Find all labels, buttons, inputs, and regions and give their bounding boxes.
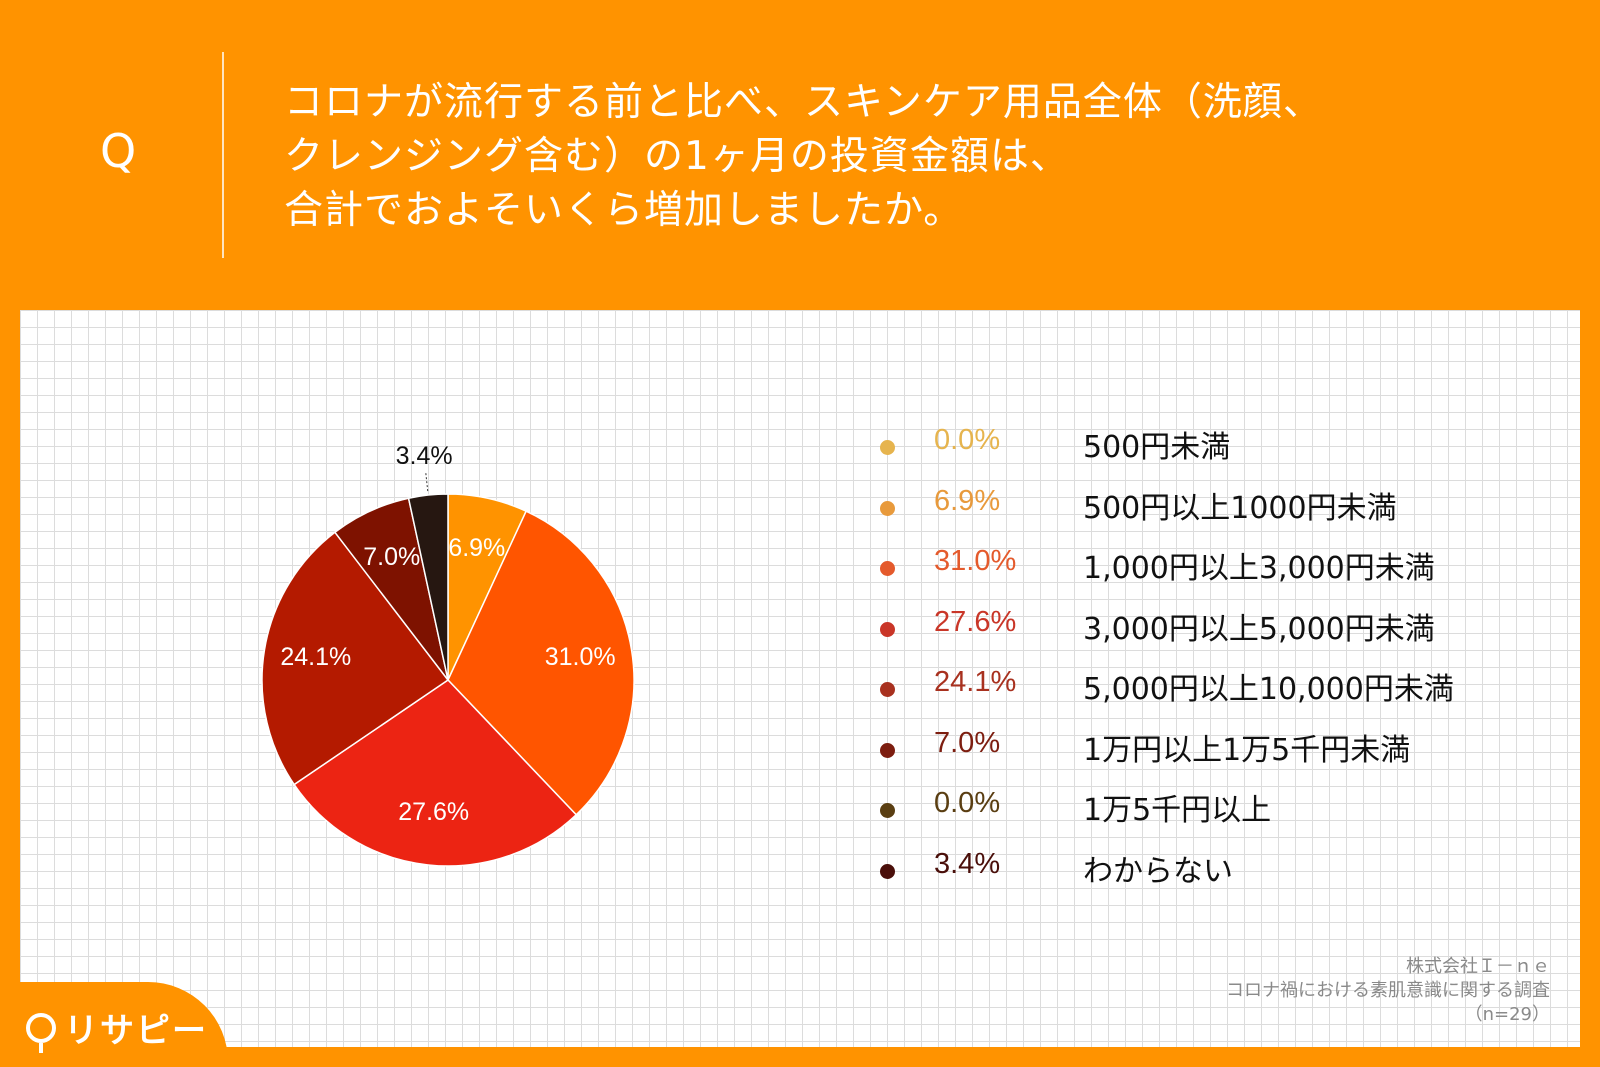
legend-item-5: 7.0% 1万円以上1万5千円未満: [868, 723, 1508, 784]
legend-item-2: 31.0% 1,000円以上3,000円未満: [868, 541, 1508, 602]
question-line-1: コロナが流行する前と比べ、スキンケア用品全体（洗顔、: [284, 80, 1323, 125]
brand-logo: リサピー: [26, 1003, 208, 1053]
legend-label-6: 1万5千円以上: [1083, 793, 1272, 828]
legend-percent-2: 31.0%: [934, 545, 1017, 577]
pie-data-label-5: 7.0%: [363, 543, 420, 571]
question-marker: Q: [100, 124, 137, 178]
legend-item-4: 24.1% 5,000円以上10,000円未満: [868, 662, 1508, 723]
pie-data-label-7: 3.4%: [396, 442, 453, 470]
logo-text: リサピー: [64, 1011, 208, 1051]
legend-percent-3: 27.6%: [934, 605, 1017, 638]
legend-label-0: 500円未満: [1083, 430, 1231, 465]
source-company: 株式会社Ｉ－ｎｅ: [1406, 956, 1550, 977]
pie-slice-4: [261, 531, 450, 786]
legend-item-1: 6.9% 500円以上1000円未満: [868, 481, 1508, 542]
pie-slice-2: [447, 510, 635, 816]
legend-marker-0: [880, 440, 895, 455]
bottom-strip: [0, 1047, 1600, 1067]
legend-item-6: 0.0% 1万5千円以上: [868, 783, 1508, 844]
legend-marker-3: [880, 621, 895, 637]
legend-item-3: 27.6% 3,000円以上5,000円未満: [868, 602, 1508, 663]
pie-leader-line-7: [425, 473, 429, 494]
legend-label-2: 1,000円以上3,000円未満: [1083, 551, 1435, 586]
pie-data-label-1: 6.9%: [448, 534, 505, 562]
legend-percent-4: 24.1%: [934, 666, 1017, 698]
legend-marker-2: [880, 561, 895, 576]
legend-item-0: 0.0% 500円未満: [868, 420, 1508, 481]
pie-slice-7: [407, 493, 449, 681]
source-survey: コロナ禍における素肌意識に関する調査: [1226, 980, 1550, 1001]
legend-marker-6: [880, 803, 895, 818]
legend-marker-7: [880, 863, 895, 879]
pie-slice-3: [293, 679, 578, 867]
legend-percent-0: 0.0%: [934, 424, 1001, 456]
pie-data-label-2: 31.0%: [545, 643, 616, 671]
legend-label-4: 5,000円以上10,000円未満: [1083, 672, 1454, 707]
pie-data-label-3: 27.6%: [398, 798, 469, 826]
legend-percent-7: 3.4%: [934, 847, 1001, 880]
legend-marker-5: [880, 742, 895, 758]
legend-label-3: 3,000円以上5,000円未満: [1083, 611, 1435, 647]
legend-percent-5: 7.0%: [934, 726, 1001, 759]
legend-percent-6: 0.0%: [934, 787, 1001, 819]
question-line-2: クレンジング含む）の1ヶ月の投資金額は、: [284, 134, 1070, 179]
legend-label-1: 500円以上1000円未満: [1083, 490, 1397, 526]
legend-label-7: わからない: [1083, 853, 1233, 889]
source-sample-size: （n=29）: [1464, 1004, 1550, 1025]
header-divider: [222, 52, 224, 258]
source-note: 株式会社Ｉ－ｎｅ コロナ禍における素肌意識に関する調査 （n=29）: [1226, 955, 1550, 1027]
logo-pin-icon: [26, 1012, 56, 1053]
question-line-3: 合計でおよそいくら増加しましたか。: [284, 188, 964, 233]
legend-marker-1: [880, 500, 895, 516]
legend-item-7: 3.4% わからない: [868, 844, 1508, 905]
legend-percent-1: 6.9%: [934, 484, 1001, 517]
question-text: コロナが流行する前と比べ、スキンケア用品全体（洗顔、 クレンジング含む）の1ヶ月…: [284, 76, 1534, 238]
pie-data-label-4: 24.1%: [280, 643, 351, 671]
legend-label-5: 1万円以上1万5千円未満: [1083, 732, 1411, 768]
legend-marker-4: [880, 682, 895, 697]
chart-legend: 0.0% 500円未満 6.9% 500円以上1000円未満 31.0% 1,000円以上…: [868, 420, 1508, 904]
